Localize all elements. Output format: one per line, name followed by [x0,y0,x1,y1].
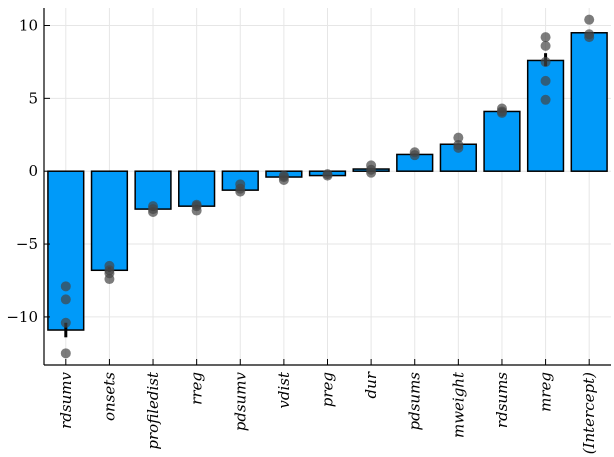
bar-rdsums [483,110,521,172]
point-vdist [278,174,289,185]
bar-rdsumv [47,170,85,331]
x-tick-label-(Intercept): (Intercept) [580,372,598,454]
bar-onsets [90,170,129,272]
point-mreg [540,94,551,105]
y-tick-label: 5 [28,89,38,107]
x-tick-label-onsets: onsets [100,372,118,421]
point-(Intercept) [584,14,595,25]
x-tick-label-pdsumv: pdsumv [231,371,249,431]
x-tick-labels: rdsumv onsets profiledist rreg pdsumv vdist pr… [57,371,598,454]
point-onsets [104,274,115,285]
x-tick-label-rdsums: rdsums [493,372,511,428]
point-profiledist [148,207,159,217]
point-mweight [453,132,464,143]
observation-points [60,14,595,359]
x-tick-label-dur: dur [362,371,380,398]
point-rdsumv [60,348,71,359]
x-tick-label-rreg: rreg [188,372,206,405]
point-rreg [191,205,202,216]
point-preg [322,170,333,181]
y-tick-label: −5 [16,235,38,253]
point-rdsumv [60,294,71,305]
x-tick-label-rdsumv: rdsumv [57,371,75,428]
gridlines [44,8,611,365]
y-tick-labels: −10 −5 0 5 10 [6,16,38,325]
point-mreg [540,40,551,51]
point-(Intercept) [584,32,595,43]
x-tick-label-vdist: vdist [275,371,293,409]
x-tick-label-preg: preg [319,372,337,407]
x-tick-label-mreg: mreg [537,372,555,412]
point-mweight [453,142,464,153]
point-dur [366,167,377,178]
x-tick-label-mweight: mweight [449,371,467,438]
point-pdsumv [235,186,246,197]
point-rdsumv [60,317,71,328]
x-tick-label-profiledist: profiledist [144,371,162,450]
y-tick-label: 10 [19,16,38,34]
point-mreg [540,75,551,86]
point-mreg [540,32,551,43]
y-tick-label: 0 [28,162,38,180]
point-mreg [540,56,551,67]
axes [43,8,611,366]
point-pdsums [409,150,420,161]
bar-(Intercept) [570,32,608,172]
x-tick-label-pdsums: pdsums [406,372,424,431]
point-rdsums [496,107,507,118]
point-rdsumv [60,281,71,292]
y-tick-label: −10 [6,308,38,326]
